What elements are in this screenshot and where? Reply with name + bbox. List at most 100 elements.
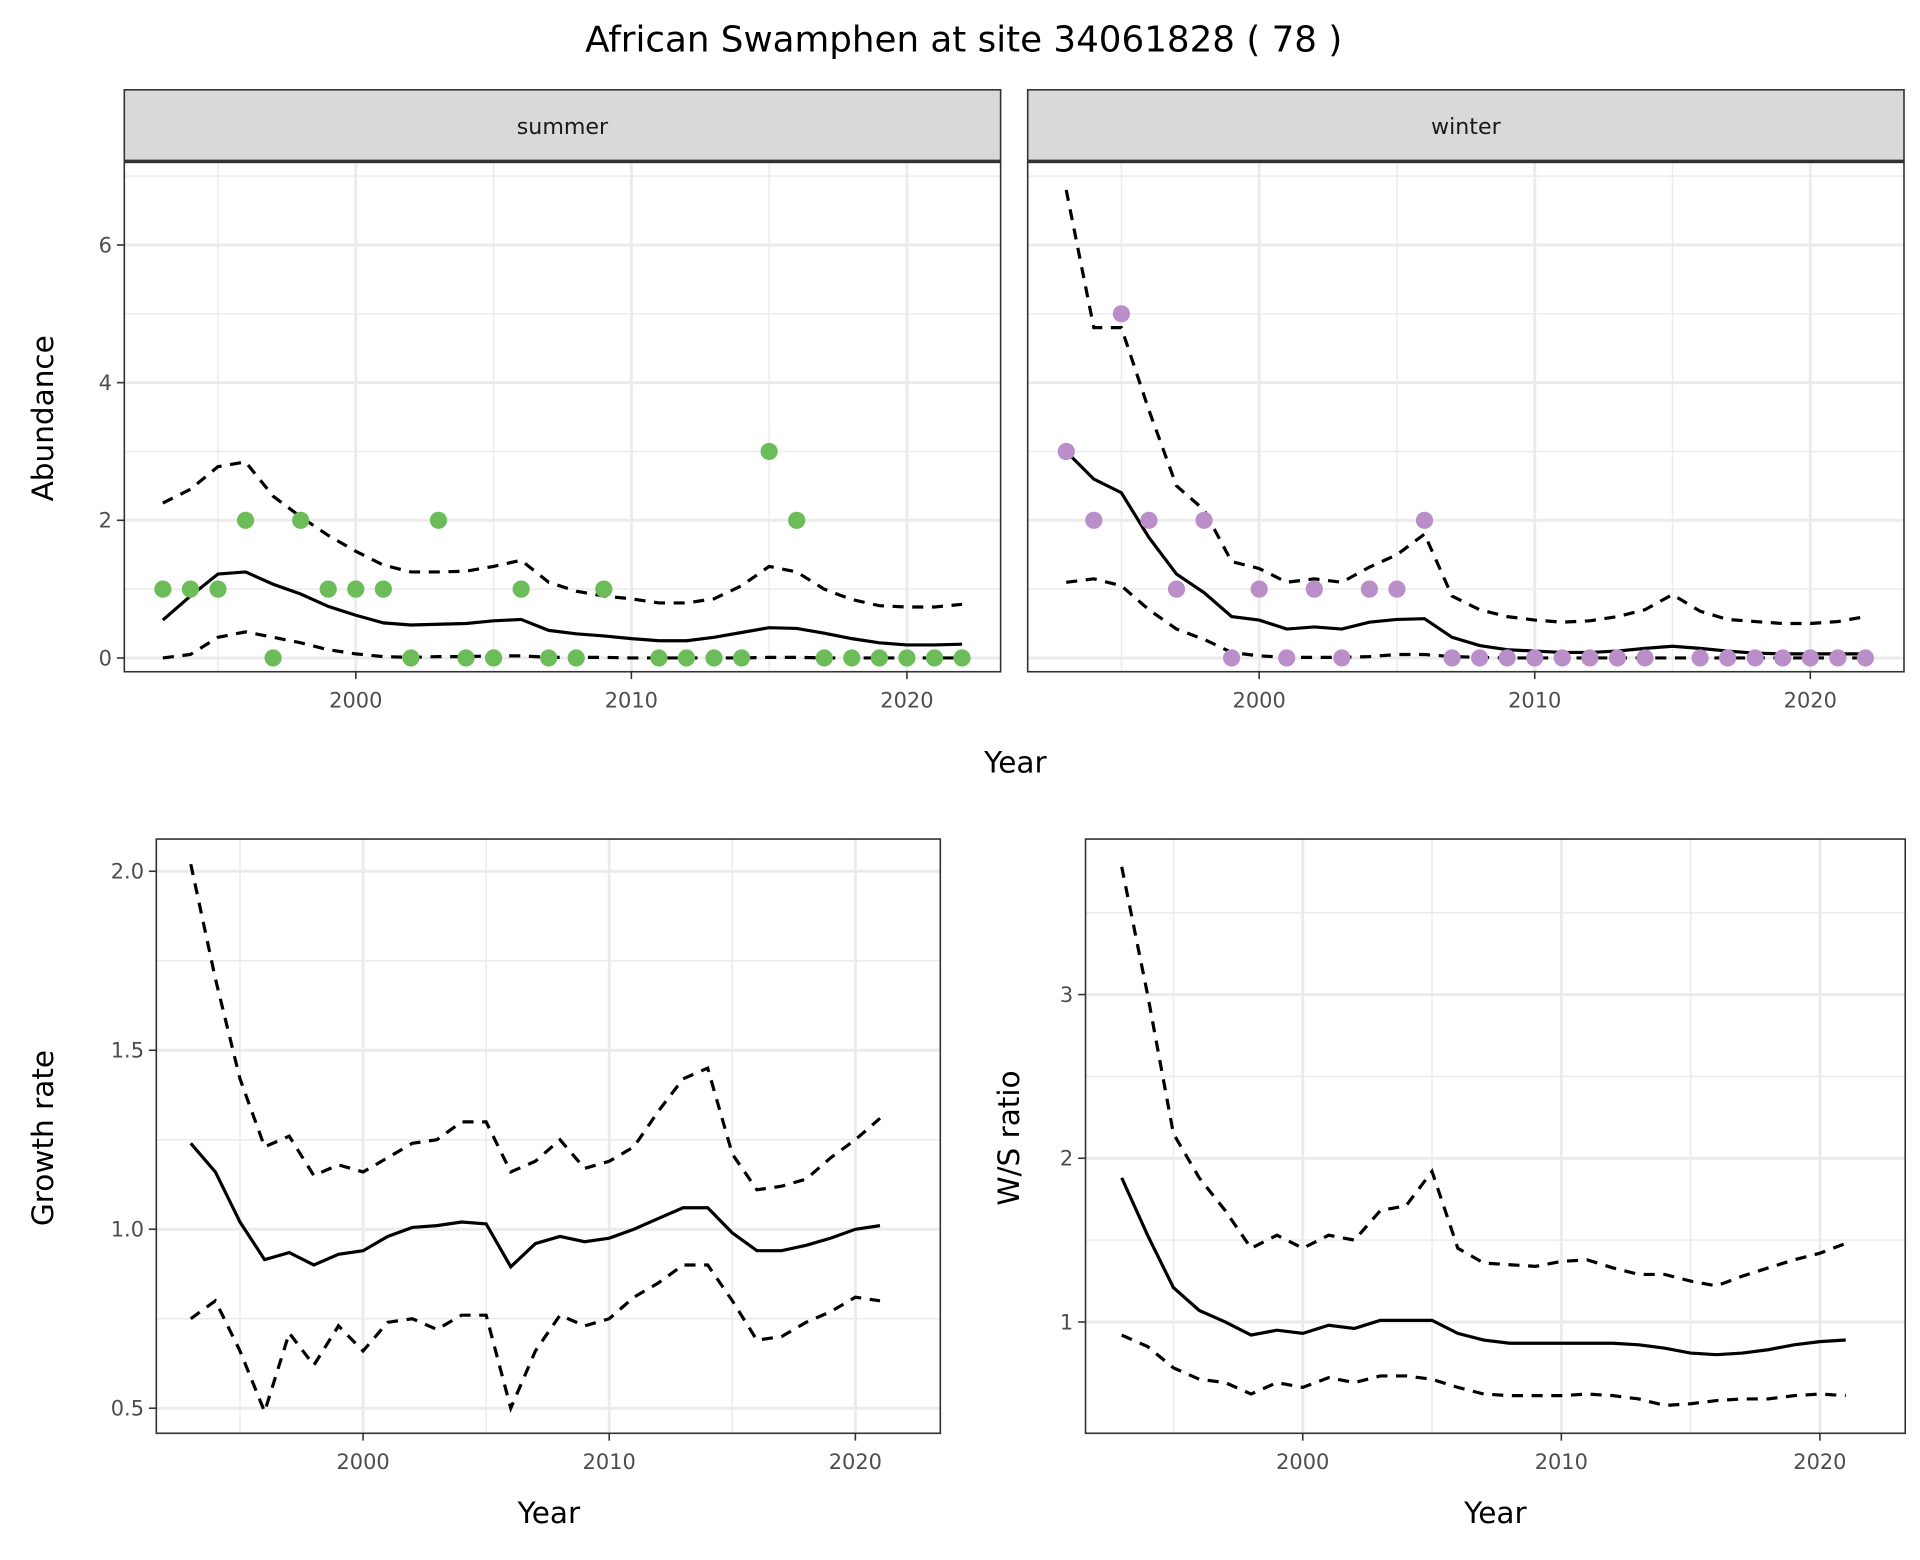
x-axis-title: Year — [983, 746, 1047, 780]
y-axis-title: Growth rate — [26, 1050, 60, 1226]
x-tick-label: 2010 — [583, 1450, 636, 1474]
y-tick-label: 2.0 — [111, 860, 144, 884]
data-point — [374, 580, 392, 598]
panel-border — [123, 161, 1002, 673]
facet-label: winter — [1431, 114, 1502, 140]
upper-ci-line — [189, 863, 882, 1192]
data-point — [540, 649, 558, 667]
data-point — [429, 511, 448, 529]
data-point — [1581, 649, 1599, 667]
lower-ci-line — [1121, 1333, 1846, 1408]
data-point — [1278, 649, 1296, 667]
x-axis-title: Year — [517, 1496, 581, 1530]
data-point — [1222, 649, 1241, 667]
y-tick-label: 3 — [1060, 983, 1073, 1007]
panel-border — [155, 838, 942, 1435]
y-tick-label: 4 — [99, 371, 112, 395]
facet-strip — [123, 89, 1002, 162]
x-tick-label: 2000 — [1276, 1450, 1329, 1474]
data-point — [925, 649, 944, 667]
data-point — [1856, 649, 1875, 667]
mean-line — [161, 570, 963, 647]
mean-line — [1065, 450, 1866, 656]
data-point — [512, 580, 530, 598]
data-point — [1360, 580, 1379, 598]
facet-label: summer — [517, 114, 609, 140]
upper-ci-line — [1120, 866, 1847, 1288]
data-point — [567, 649, 585, 667]
y-tick-label: 1.0 — [111, 1218, 144, 1242]
upper-ci-line — [1064, 189, 1866, 626]
data-point — [236, 511, 255, 529]
x-tick-label: 2020 — [880, 688, 933, 712]
data-point — [292, 511, 310, 529]
panel-summer: summer 2000 2010 2020 0 2 4 6 Year Abundance — [26, 89, 1047, 780]
y-tick-label: 2 — [1060, 1147, 1073, 1171]
data-point — [732, 649, 751, 667]
data-point — [843, 649, 861, 667]
data-point — [1801, 649, 1819, 667]
data-point — [347, 580, 365, 598]
data-point — [705, 649, 723, 667]
data-point — [1057, 442, 1075, 461]
x-tick-label: 2010 — [1508, 688, 1561, 712]
data-point — [870, 649, 888, 667]
x-tick-label: 2020 — [1793, 1450, 1846, 1474]
data-point — [1112, 305, 1131, 323]
panel-winter: winter 2000 2010 2020 — [1026, 89, 1905, 712]
data-point — [760, 442, 778, 461]
data-point — [1140, 511, 1158, 529]
y-tick-label: 1.5 — [111, 1039, 144, 1063]
data-point — [209, 580, 227, 598]
data-point — [1388, 580, 1406, 598]
x-tick-label: 2020 — [829, 1450, 882, 1474]
data-point — [1691, 649, 1709, 667]
data-point — [1305, 580, 1323, 598]
data-point — [1608, 649, 1627, 667]
data-point — [953, 649, 971, 667]
data-point — [677, 649, 696, 667]
data-point — [595, 580, 613, 598]
data-point — [1415, 511, 1434, 529]
data-point — [457, 649, 475, 667]
data-point — [898, 649, 916, 667]
data-point — [650, 649, 668, 667]
data-point — [181, 580, 200, 598]
lower-ci-line — [1066, 577, 1866, 660]
panel-border — [1084, 838, 1907, 1435]
data-point — [1443, 649, 1461, 667]
data-point — [1167, 580, 1186, 598]
x-tick-label: 2020 — [1784, 688, 1837, 712]
data-point — [1333, 649, 1351, 667]
mean-line — [189, 1142, 881, 1270]
data-point — [1195, 511, 1213, 529]
panel-ws-ratio: 2000 2010 2020 1 2 3 Year W/S ratio — [992, 838, 1907, 1530]
facet-strip — [1026, 89, 1905, 162]
figure-title: African Swamphen at site 34061828 ( 78 ) — [585, 20, 1342, 61]
panel-border — [1026, 161, 1905, 673]
data-point — [1526, 649, 1544, 667]
lower-ci-line — [189, 1263, 881, 1417]
data-point — [1746, 649, 1764, 667]
x-tick-label: 2000 — [1233, 688, 1286, 712]
data-point — [1498, 649, 1516, 667]
x-tick-label: 2000 — [329, 688, 382, 712]
x-tick-label: 2000 — [336, 1450, 389, 1474]
y-tick-label: 0 — [99, 646, 112, 670]
data-point — [319, 580, 337, 598]
x-axis-title: Year — [1463, 1496, 1527, 1530]
y-axis-title: Abundance — [26, 335, 60, 501]
data-point — [264, 649, 282, 667]
data-point — [1553, 649, 1571, 667]
data-point — [484, 649, 503, 667]
data-point — [1250, 580, 1268, 598]
data-point — [1471, 649, 1489, 667]
mean-line — [1120, 1177, 1846, 1357]
data-point — [1085, 511, 1103, 529]
data-point — [815, 649, 833, 667]
y-tick-label: 0.5 — [111, 1397, 144, 1421]
data-point — [402, 649, 420, 667]
data-point — [1636, 649, 1654, 667]
upper-ci-line — [162, 460, 963, 609]
